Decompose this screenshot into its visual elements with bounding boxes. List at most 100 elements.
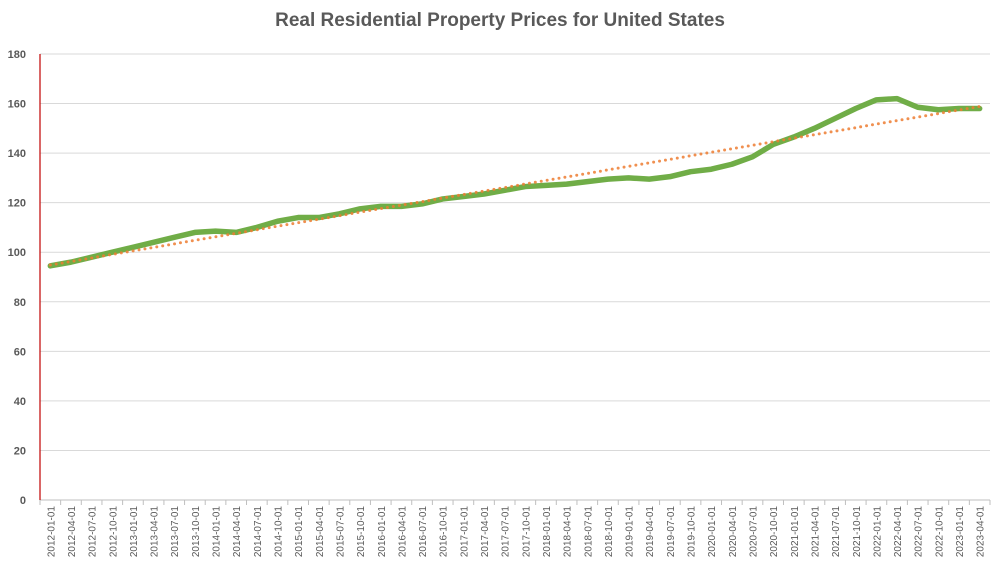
- data-point: [130, 245, 135, 250]
- x-tick-label: 2014-07-01: [253, 506, 264, 558]
- x-tick-label: 2023-01-01: [955, 506, 966, 558]
- chart-title: Real Residential Property Prices for Uni…: [275, 10, 725, 31]
- data-point: [812, 126, 817, 131]
- data-point: [977, 106, 982, 111]
- x-tick-label: 2017-10-01: [521, 506, 532, 558]
- x-tick-label: 2016-10-01: [439, 506, 450, 558]
- x-tick-label: 2018-01-01: [542, 506, 553, 558]
- y-tick-label: 80: [14, 297, 26, 309]
- x-tick-label: 2019-04-01: [645, 506, 656, 558]
- data-point: [172, 235, 177, 240]
- data-point: [585, 179, 590, 184]
- x-tick-label: 2017-04-01: [480, 506, 491, 558]
- y-tick-label: 160: [8, 99, 26, 111]
- x-tick-label: 2012-04-01: [67, 506, 78, 558]
- data-point: [337, 211, 342, 216]
- x-tick-label: 2017-01-01: [459, 506, 470, 558]
- x-tick-label: 2014-01-01: [212, 506, 223, 558]
- data-point: [626, 175, 631, 180]
- data-point: [543, 183, 548, 188]
- x-tick-label: 2016-01-01: [377, 506, 388, 558]
- y-tick-label: 140: [8, 148, 26, 160]
- data-point: [895, 96, 900, 101]
- x-tick-label: 2021-04-01: [810, 506, 821, 558]
- x-tick-label: 2016-07-01: [418, 506, 429, 558]
- x-tick-label: 2015-10-01: [356, 506, 367, 558]
- x-tick-label: 2021-01-01: [790, 506, 801, 558]
- x-tick-label: 2020-07-01: [749, 506, 760, 558]
- x-tick-label: 2022-01-01: [872, 506, 883, 558]
- data-point: [709, 167, 714, 172]
- data-point: [605, 177, 610, 182]
- data-point: [791, 135, 796, 140]
- y-tick-label: 120: [8, 198, 26, 210]
- data-point: [502, 188, 507, 193]
- data-point: [110, 250, 115, 255]
- data-point: [378, 204, 383, 209]
- x-tick-label: 2022-10-01: [934, 506, 945, 558]
- x-tick-label: 2015-07-01: [335, 506, 346, 558]
- x-tick-label: 2013-07-01: [170, 506, 181, 558]
- data-point: [482, 191, 487, 196]
- y-tick-label: 60: [14, 346, 26, 358]
- y-tick-label: 40: [14, 396, 26, 408]
- x-tick-label: 2023-04-01: [976, 506, 987, 558]
- data-point: [275, 219, 280, 224]
- data-point: [833, 116, 838, 121]
- x-tick-label: 2016-04-01: [397, 506, 408, 558]
- y-tick-label: 180: [8, 49, 26, 61]
- x-tick-label: 2012-10-01: [108, 506, 119, 558]
- data-point: [296, 215, 301, 220]
- data-point: [48, 263, 53, 268]
- data-point: [68, 260, 73, 265]
- x-tick-label: 2015-04-01: [315, 506, 326, 558]
- x-tick-label: 2020-10-01: [769, 506, 780, 558]
- data-point: [192, 230, 197, 235]
- data-point: [151, 240, 156, 245]
- x-tick-label: 2013-04-01: [150, 506, 161, 558]
- x-tick-label: 2013-10-01: [191, 506, 202, 558]
- data-point: [461, 194, 466, 199]
- x-tick-label: 2014-04-01: [232, 506, 243, 558]
- data-point: [564, 182, 569, 187]
- data-point: [234, 230, 239, 235]
- x-tick-label: 2021-07-01: [831, 506, 842, 558]
- trendline: [48, 105, 982, 267]
- x-tick-label: 2013-01-01: [129, 506, 140, 558]
- data-point: [667, 174, 672, 179]
- y-tick-label: 20: [14, 445, 26, 457]
- x-tick-label: 2022-07-01: [914, 506, 925, 558]
- y-tick-label: 0: [20, 495, 26, 507]
- data-point: [440, 196, 445, 201]
- data-point: [316, 215, 321, 220]
- data-point: [254, 225, 259, 230]
- data-point: [729, 162, 734, 167]
- x-tick-label: 2018-04-01: [563, 506, 574, 558]
- data-point: [874, 97, 879, 102]
- x-tick-label: 2022-04-01: [893, 506, 904, 558]
- data-point: [688, 169, 693, 174]
- x-tick-label: 2017-07-01: [501, 506, 512, 558]
- data-point: [213, 229, 218, 234]
- data-point: [420, 201, 425, 206]
- x-tick-label: 2012-07-01: [88, 506, 99, 558]
- x-tick-label: 2018-10-01: [604, 506, 615, 558]
- data-point: [771, 142, 776, 147]
- data-point: [936, 107, 941, 112]
- x-tick-label: 2020-04-01: [728, 506, 739, 558]
- x-tick-label: 2018-07-01: [583, 506, 594, 558]
- x-tick-label: 2021-10-01: [852, 506, 863, 558]
- data-point: [915, 105, 920, 110]
- data-point: [957, 106, 962, 111]
- x-tick-label: 2012-01-01: [46, 506, 57, 558]
- series-line: [47, 95, 983, 269]
- data-point: [750, 154, 755, 159]
- x-tick-label: 2019-01-01: [625, 506, 636, 558]
- y-tick-label: 100: [8, 247, 26, 259]
- x-tick-label: 2020-01-01: [707, 506, 718, 558]
- x-tick-label: 2014-10-01: [274, 506, 285, 558]
- data-point: [358, 206, 363, 211]
- data-point: [89, 255, 94, 260]
